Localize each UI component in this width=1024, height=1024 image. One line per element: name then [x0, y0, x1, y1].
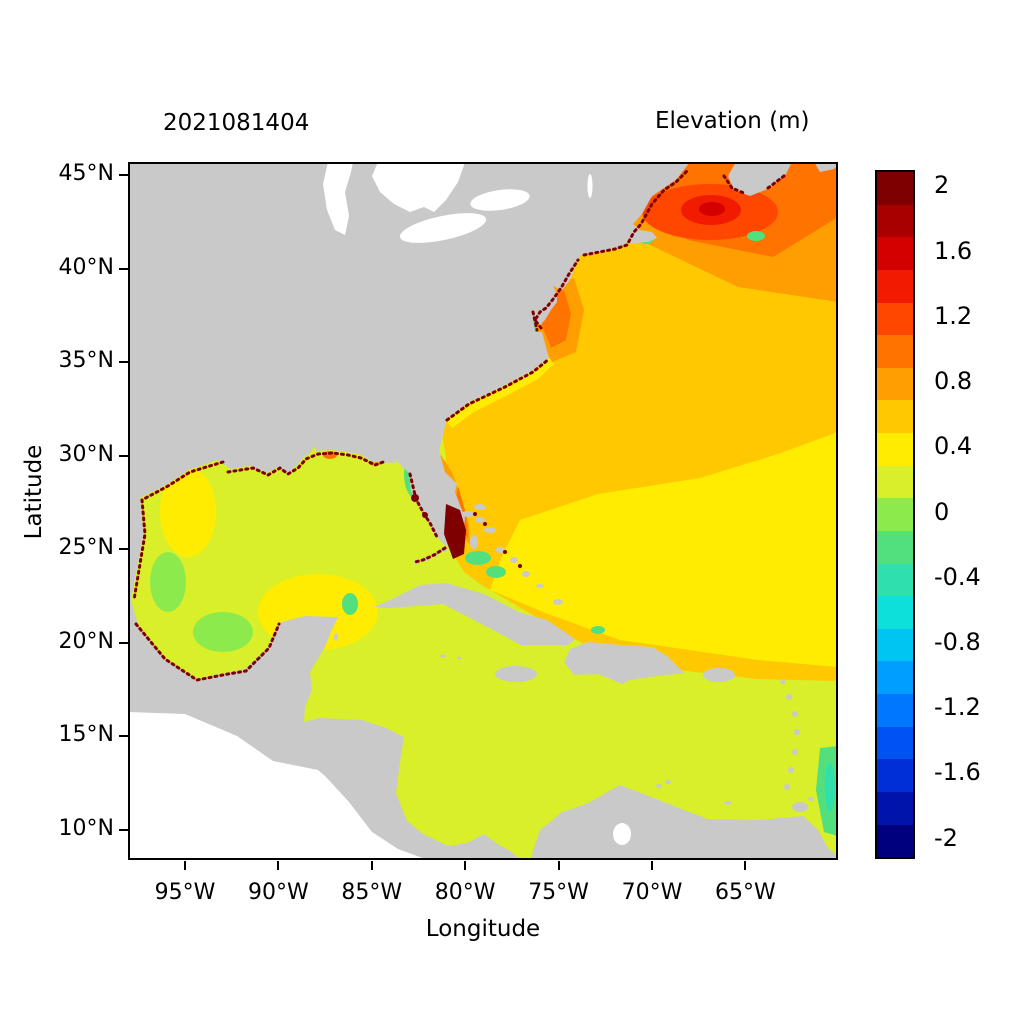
puerto-rico [703, 668, 735, 682]
cape-breton [814, 162, 838, 172]
trinidad [792, 802, 808, 812]
southeast-atlantic-band [490, 432, 838, 667]
cuba [374, 583, 575, 645]
colorbar-ticklabel: 0 [934, 497, 950, 526]
colorbar-ticklabel: -0.4 [934, 562, 981, 591]
x-ticklabel: 80°W [434, 880, 496, 905]
y-ticklabel: 45°N [58, 161, 114, 187]
colorbar-block [877, 530, 913, 564]
colorbar-block [877, 628, 913, 662]
miami-dark-red-blob [444, 504, 466, 559]
y-ticklabel: 30°N [58, 441, 114, 467]
y-ticklabel: 20°N [58, 628, 114, 654]
colorbar-block [877, 661, 913, 694]
colorbar-ticklabel: 0.8 [934, 367, 973, 396]
pacific-outside-domain [128, 712, 428, 860]
colorbar-ticklabel: -0.8 [934, 627, 981, 656]
colorbar-block [877, 791, 913, 825]
y-ticklabel: 15°N [58, 722, 114, 748]
colorbar-block [877, 824, 913, 858]
colorbar-block [877, 302, 913, 336]
colorbar-block [877, 237, 913, 270]
colorbar-block [877, 433, 913, 466]
colorbar-ticklabel: -2 [934, 823, 958, 852]
colorbar-ticklabel: 1.6 [934, 236, 973, 265]
nova-scotia [728, 162, 792, 196]
colorbar-block [877, 596, 913, 629]
x-ticklabel: 90°W [247, 880, 309, 905]
bahamas-teal-patch [465, 551, 491, 565]
colorbar-block [877, 269, 913, 303]
colorbar-ticklabel: 1.2 [934, 301, 973, 330]
coastal-extreme-speckles [132, 168, 786, 682]
x-tickmark [557, 861, 560, 870]
x-tickmark [370, 861, 373, 870]
x-ticklabel: 95°W [154, 880, 216, 905]
x-ticklabel: 65°W [714, 880, 776, 905]
colorbar-ticklabel: 2 [934, 171, 950, 200]
y-ticklabel: 35°N [58, 348, 114, 374]
land-masses [128, 162, 838, 860]
great-lakes [323, 162, 631, 845]
y-tickmark [119, 828, 128, 831]
x-ticklabel: 75°W [528, 880, 589, 905]
colorbar-blocks [875, 170, 915, 859]
jamaica [495, 666, 537, 682]
x-tickmark [183, 861, 186, 870]
y-tickmark [119, 267, 128, 270]
colorbar-ticklabel: -1.2 [934, 693, 981, 722]
run-timestamp-title: 2021081404 [163, 110, 310, 136]
lesser-antilles-islands [656, 680, 814, 812]
colorbar-title: Elevation (m) [655, 108, 810, 134]
lake-michigan [323, 162, 353, 235]
colorbar-block [877, 172, 913, 205]
x-ticklabel: 85°W [341, 880, 403, 905]
north-america-landmass [128, 162, 838, 860]
fundy-red-core [699, 202, 725, 216]
y-tickmark [119, 361, 128, 364]
yucatan-teal-patch [342, 593, 358, 615]
elevation-map [128, 162, 838, 860]
lake-huron [372, 162, 465, 212]
y-ticklabel: 40°N [58, 254, 114, 280]
y-tickmark [119, 174, 128, 177]
colorbar-block [877, 726, 913, 760]
x-tickmark [650, 861, 653, 870]
lake-erie [399, 213, 487, 243]
lake-champlain [587, 174, 593, 198]
y-tickmark [119, 641, 128, 644]
y-tickmark [119, 735, 128, 738]
x-tickmark [464, 861, 467, 870]
colorbar-block [877, 759, 913, 792]
colorbar-block [877, 367, 913, 401]
y-tickmark [119, 454, 128, 457]
lake-ontario [470, 189, 530, 211]
x-tickmark [744, 861, 747, 870]
colorbar-ticklabel: 0.4 [934, 432, 973, 461]
x-ticklabel: 70°W [621, 880, 683, 905]
colorbar-block [877, 465, 913, 499]
colorbar-ticklabel: -1.6 [934, 758, 981, 787]
colorbar-block [877, 694, 913, 727]
colorbar-block [877, 400, 913, 433]
colorbar-block [877, 563, 913, 597]
lake-maracaibo [613, 823, 631, 845]
extreme-coastal-blobs [411, 494, 522, 568]
colorbar-block [877, 498, 913, 531]
bahamas-islands [461, 504, 563, 605]
colorbar-block [877, 335, 913, 368]
colorbar-block [877, 204, 913, 238]
y-tickmark [119, 548, 128, 551]
x-axis-label: Longitude [425, 916, 541, 942]
y-ticklabel: 10°N [58, 815, 114, 841]
hispaniola [564, 642, 684, 684]
y-ticklabel: 25°N [58, 535, 114, 561]
x-tickmark [277, 861, 280, 870]
map-frame [128, 162, 838, 860]
